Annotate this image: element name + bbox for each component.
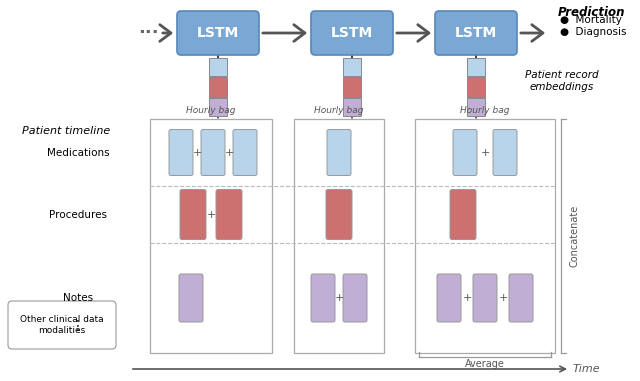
Text: +: + <box>499 293 508 303</box>
FancyBboxPatch shape <box>493 130 517 176</box>
FancyBboxPatch shape <box>326 189 352 240</box>
FancyBboxPatch shape <box>343 274 367 322</box>
Text: Concatenate: Concatenate <box>569 205 579 267</box>
Bar <box>343 58 361 76</box>
FancyBboxPatch shape <box>180 189 206 240</box>
Text: +: + <box>192 147 202 157</box>
Bar <box>343 98 361 116</box>
Text: Patient timeline: Patient timeline <box>22 126 110 136</box>
FancyBboxPatch shape <box>437 274 461 322</box>
FancyBboxPatch shape <box>177 11 259 55</box>
Text: Procedures: Procedures <box>49 210 107 219</box>
Text: Hourly bag: Hourly bag <box>460 106 509 115</box>
Text: +: + <box>224 147 234 157</box>
FancyBboxPatch shape <box>201 130 225 176</box>
FancyBboxPatch shape <box>8 301 116 349</box>
Text: Time: Time <box>573 364 600 374</box>
Bar <box>209 98 227 116</box>
Text: Other clinical data
modalities: Other clinical data modalities <box>20 315 104 335</box>
Text: LSTM: LSTM <box>331 26 373 40</box>
Text: ●  Diagnosis: ● Diagnosis <box>560 27 627 37</box>
FancyBboxPatch shape <box>435 11 517 55</box>
Bar <box>467 58 485 76</box>
FancyBboxPatch shape <box>509 274 533 322</box>
Text: +: + <box>206 210 216 219</box>
Text: Notes: Notes <box>63 293 93 303</box>
FancyBboxPatch shape <box>311 274 335 322</box>
Text: +: + <box>334 293 344 303</box>
FancyBboxPatch shape <box>233 130 257 176</box>
Text: ●  Mortality: ● Mortality <box>560 15 622 25</box>
Bar <box>209 77 227 97</box>
Bar <box>209 58 227 76</box>
FancyBboxPatch shape <box>179 274 203 322</box>
Text: Patient record
embeddings: Patient record embeddings <box>525 70 599 92</box>
Text: Medications: Medications <box>47 147 109 157</box>
Text: ···: ··· <box>138 24 158 42</box>
Bar <box>150 119 272 353</box>
FancyBboxPatch shape <box>169 130 193 176</box>
Text: +: + <box>480 147 490 157</box>
Text: Prediction: Prediction <box>558 6 625 19</box>
Bar <box>467 77 485 97</box>
Text: ⋮: ⋮ <box>71 319 85 333</box>
FancyBboxPatch shape <box>473 274 497 322</box>
Text: Hourly bag: Hourly bag <box>186 106 236 115</box>
Text: Average: Average <box>465 359 505 369</box>
FancyBboxPatch shape <box>311 11 393 55</box>
FancyBboxPatch shape <box>453 130 477 176</box>
FancyBboxPatch shape <box>216 189 242 240</box>
FancyBboxPatch shape <box>450 189 476 240</box>
Bar <box>467 98 485 116</box>
Text: +: + <box>462 293 472 303</box>
FancyBboxPatch shape <box>327 130 351 176</box>
Text: Hourly bag: Hourly bag <box>314 106 364 115</box>
Text: LSTM: LSTM <box>455 26 497 40</box>
Bar <box>294 119 384 353</box>
Bar <box>415 119 555 353</box>
Bar <box>343 77 361 97</box>
Text: LSTM: LSTM <box>197 26 239 40</box>
